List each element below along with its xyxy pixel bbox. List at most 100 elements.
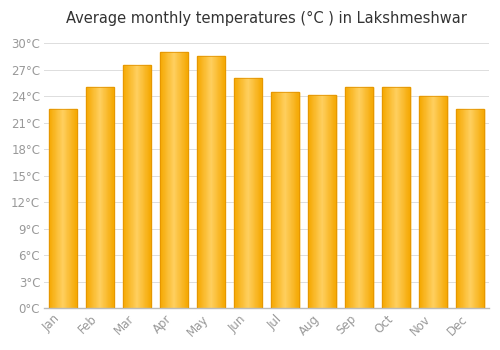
Bar — [388, 87, 389, 308]
Bar — [477, 110, 478, 308]
Bar — [64, 110, 65, 308]
Bar — [272, 92, 299, 308]
Bar — [88, 87, 89, 308]
Bar — [172, 52, 173, 308]
Bar — [147, 65, 148, 308]
Bar — [444, 96, 445, 308]
Bar — [95, 87, 96, 308]
Bar — [149, 65, 150, 308]
Bar — [112, 87, 114, 308]
Bar — [399, 87, 400, 308]
Bar — [211, 56, 212, 308]
Bar — [322, 95, 323, 308]
Bar — [106, 87, 107, 308]
Bar — [325, 95, 326, 308]
Bar — [275, 92, 276, 308]
Bar — [249, 78, 250, 308]
Bar — [334, 95, 335, 308]
Bar — [320, 95, 321, 308]
Bar — [437, 96, 438, 308]
Bar — [465, 110, 466, 308]
Bar — [222, 56, 223, 308]
Bar — [108, 87, 109, 308]
Bar — [362, 87, 363, 308]
Bar — [293, 92, 294, 308]
Bar — [443, 96, 444, 308]
Bar — [170, 52, 172, 308]
Bar — [210, 56, 211, 308]
Bar — [251, 78, 252, 308]
Bar — [353, 87, 354, 308]
Bar — [240, 78, 241, 308]
Bar — [53, 110, 54, 308]
Bar — [309, 95, 310, 308]
Bar — [213, 56, 214, 308]
Bar — [346, 87, 373, 308]
Bar — [244, 78, 245, 308]
Bar — [295, 92, 296, 308]
Bar — [96, 87, 97, 308]
Bar — [361, 87, 362, 308]
Bar — [123, 65, 151, 308]
Bar — [142, 65, 143, 308]
Bar — [145, 65, 146, 308]
Bar — [62, 110, 63, 308]
Bar — [49, 110, 77, 308]
Bar — [174, 52, 175, 308]
Bar — [250, 78, 251, 308]
Bar — [446, 96, 447, 308]
Bar — [462, 110, 463, 308]
Bar — [408, 87, 409, 308]
Bar — [323, 95, 324, 308]
Bar — [220, 56, 221, 308]
Bar — [179, 52, 180, 308]
Bar — [311, 95, 312, 308]
Bar — [137, 65, 138, 308]
Bar — [67, 110, 68, 308]
Bar — [260, 78, 261, 308]
Bar — [403, 87, 404, 308]
Bar — [52, 110, 53, 308]
Bar — [187, 52, 188, 308]
Bar — [330, 95, 331, 308]
Bar — [461, 110, 462, 308]
Bar — [473, 110, 474, 308]
Bar — [369, 87, 370, 308]
Bar — [70, 110, 72, 308]
Bar — [308, 95, 336, 308]
Bar — [382, 87, 383, 308]
Bar — [89, 87, 90, 308]
Bar — [292, 92, 293, 308]
Bar — [407, 87, 408, 308]
Bar — [404, 87, 405, 308]
Bar — [160, 52, 188, 308]
Bar — [467, 110, 468, 308]
Bar — [214, 56, 215, 308]
Bar — [393, 87, 394, 308]
Bar — [442, 96, 443, 308]
Bar — [54, 110, 55, 308]
Bar — [312, 95, 313, 308]
Bar — [420, 96, 447, 308]
Bar — [482, 110, 483, 308]
Bar — [76, 110, 77, 308]
Bar — [183, 52, 184, 308]
Bar — [124, 65, 125, 308]
Bar — [236, 78, 237, 308]
Bar — [274, 92, 275, 308]
Bar — [86, 87, 114, 308]
Bar — [328, 95, 329, 308]
Bar — [58, 110, 59, 308]
Bar — [133, 65, 134, 308]
Bar — [441, 96, 442, 308]
Bar — [476, 110, 477, 308]
Bar — [298, 92, 299, 308]
Bar — [110, 87, 111, 308]
Bar — [278, 92, 279, 308]
Bar — [363, 87, 364, 308]
Bar — [219, 56, 220, 308]
Bar — [406, 87, 407, 308]
Bar — [68, 110, 69, 308]
Bar — [272, 92, 273, 308]
Bar — [318, 95, 319, 308]
